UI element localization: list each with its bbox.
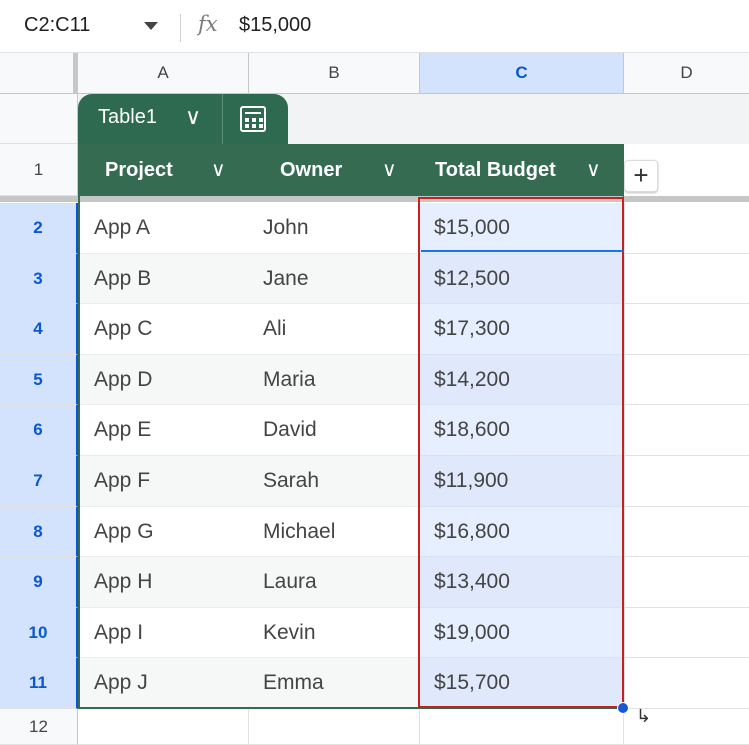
cell-project[interactable]: App F — [80, 456, 249, 507]
select-all-corner[interactable] — [0, 53, 78, 93]
fill-handle[interactable] — [617, 702, 629, 714]
row-header-10[interactable]: 10 — [0, 608, 78, 658]
row-header-1[interactable]: 1 — [0, 144, 78, 196]
column-header-d[interactable]: D — [680, 63, 693, 82]
table-tab[interactable]: Table1 ∨ — [78, 94, 288, 144]
cell-owner[interactable]: John — [249, 203, 420, 254]
cell-project[interactable]: App C — [80, 304, 249, 355]
table-header-row: Project ∨ Owner ∨ Total Budget ∨ — [78, 144, 624, 196]
cell[interactable] — [624, 203, 749, 254]
cell-project[interactable]: App G — [80, 507, 249, 557]
cell[interactable] — [78, 709, 249, 745]
divider — [222, 94, 223, 144]
cell-owner[interactable]: Maria — [249, 355, 420, 405]
cell[interactable] — [624, 254, 749, 304]
chevron-down-icon[interactable]: ∨ — [185, 104, 202, 129]
row-header-11[interactable]: 11 — [0, 658, 78, 709]
cell-total-budget[interactable]: $14,200 — [420, 355, 624, 405]
cell-owner[interactable]: Kevin — [249, 608, 420, 658]
cell[interactable] — [624, 355, 749, 405]
chevron-down-icon[interactable]: ∨ — [586, 159, 601, 181]
row-header-8[interactable]: 8 — [0, 507, 78, 557]
table-summary-icon[interactable] — [240, 106, 266, 132]
cell[interactable] — [420, 709, 624, 745]
row-header-5[interactable]: 5 — [0, 355, 78, 405]
cell-owner[interactable]: Jane — [249, 254, 420, 304]
row-header-3[interactable]: 3 — [0, 254, 78, 304]
row-header-7[interactable]: 7 — [0, 456, 78, 507]
cell-total-budget[interactable]: $11,900 — [420, 456, 624, 507]
row-header-4[interactable]: 4 — [0, 304, 78, 355]
column-header-c[interactable]: C — [420, 53, 624, 93]
name-box[interactable]: C2:C11 — [0, 0, 172, 53]
cell-project[interactable]: App J — [80, 658, 249, 709]
cell[interactable] — [624, 405, 749, 456]
chevron-down-icon[interactable]: ∨ — [211, 159, 226, 181]
divider — [180, 14, 181, 42]
row-header-blank — [0, 94, 78, 144]
name-box-value: C2:C11 — [24, 14, 91, 36]
cell-owner[interactable]: Ali — [249, 304, 420, 355]
cell-project[interactable]: App D — [80, 355, 249, 405]
cell-total-budget[interactable]: $19,000 — [420, 608, 624, 658]
row-header-9[interactable]: 9 — [0, 557, 78, 608]
chevron-down-icon[interactable] — [144, 22, 158, 30]
chevron-down-icon[interactable]: ∨ — [382, 159, 397, 181]
cell[interactable] — [624, 456, 749, 507]
cell-owner[interactable]: Michael — [249, 507, 420, 557]
column-header-row: A B C D — [0, 53, 749, 94]
add-column-button[interactable]: + — [624, 160, 658, 192]
cell-total-budget[interactable]: $15,700 — [420, 658, 624, 709]
cell-owner[interactable]: Sarah — [249, 456, 420, 507]
cell[interactable] — [249, 709, 420, 745]
table-name[interactable]: Table1 — [98, 106, 157, 128]
row-header-2[interactable]: 2 — [0, 203, 78, 254]
header-project[interactable]: Project — [105, 159, 173, 181]
cell-total-budget[interactable]: $13,400 — [420, 557, 624, 608]
row-header-6[interactable]: 6 — [0, 405, 78, 456]
cell[interactable] — [624, 304, 749, 355]
header-total-budget[interactable]: Total Budget — [435, 159, 556, 181]
cell-project[interactable]: App H — [80, 557, 249, 608]
column-header-b[interactable]: B — [249, 53, 420, 93]
cell-total-budget[interactable]: $12,500 — [420, 254, 624, 304]
cell-project[interactable]: App B — [80, 254, 249, 304]
cell[interactable] — [624, 507, 749, 557]
freeze-divider[interactable] — [0, 196, 749, 202]
fx-icon: fx — [198, 12, 218, 36]
cell[interactable] — [624, 608, 749, 658]
cell-project[interactable]: App I — [80, 608, 249, 658]
cell-owner[interactable]: Laura — [249, 557, 420, 608]
row-header-12[interactable]: 12 — [0, 709, 78, 745]
formula-input[interactable]: $15,000 — [239, 14, 312, 36]
cell-project[interactable]: App A — [80, 203, 249, 254]
header-owner[interactable]: Owner — [280, 159, 343, 181]
cell[interactable] — [624, 557, 749, 608]
cell-total-budget[interactable]: $15,000 — [420, 203, 624, 254]
mouse-cursor-icon: ↳ — [636, 706, 652, 726]
column-header-a[interactable]: A — [78, 53, 249, 93]
formula-bar: C2:C11 fx $15,000 — [0, 0, 749, 53]
cell[interactable] — [624, 658, 749, 709]
cell-total-budget[interactable]: $16,800 — [420, 507, 624, 557]
cell-owner[interactable]: Emma — [249, 658, 420, 709]
cell-total-budget[interactable]: $17,300 — [420, 304, 624, 355]
cell-project[interactable]: App E — [80, 405, 249, 456]
cell-owner[interactable]: David — [249, 405, 420, 456]
cell-total-budget[interactable]: $18,600 — [420, 405, 624, 456]
